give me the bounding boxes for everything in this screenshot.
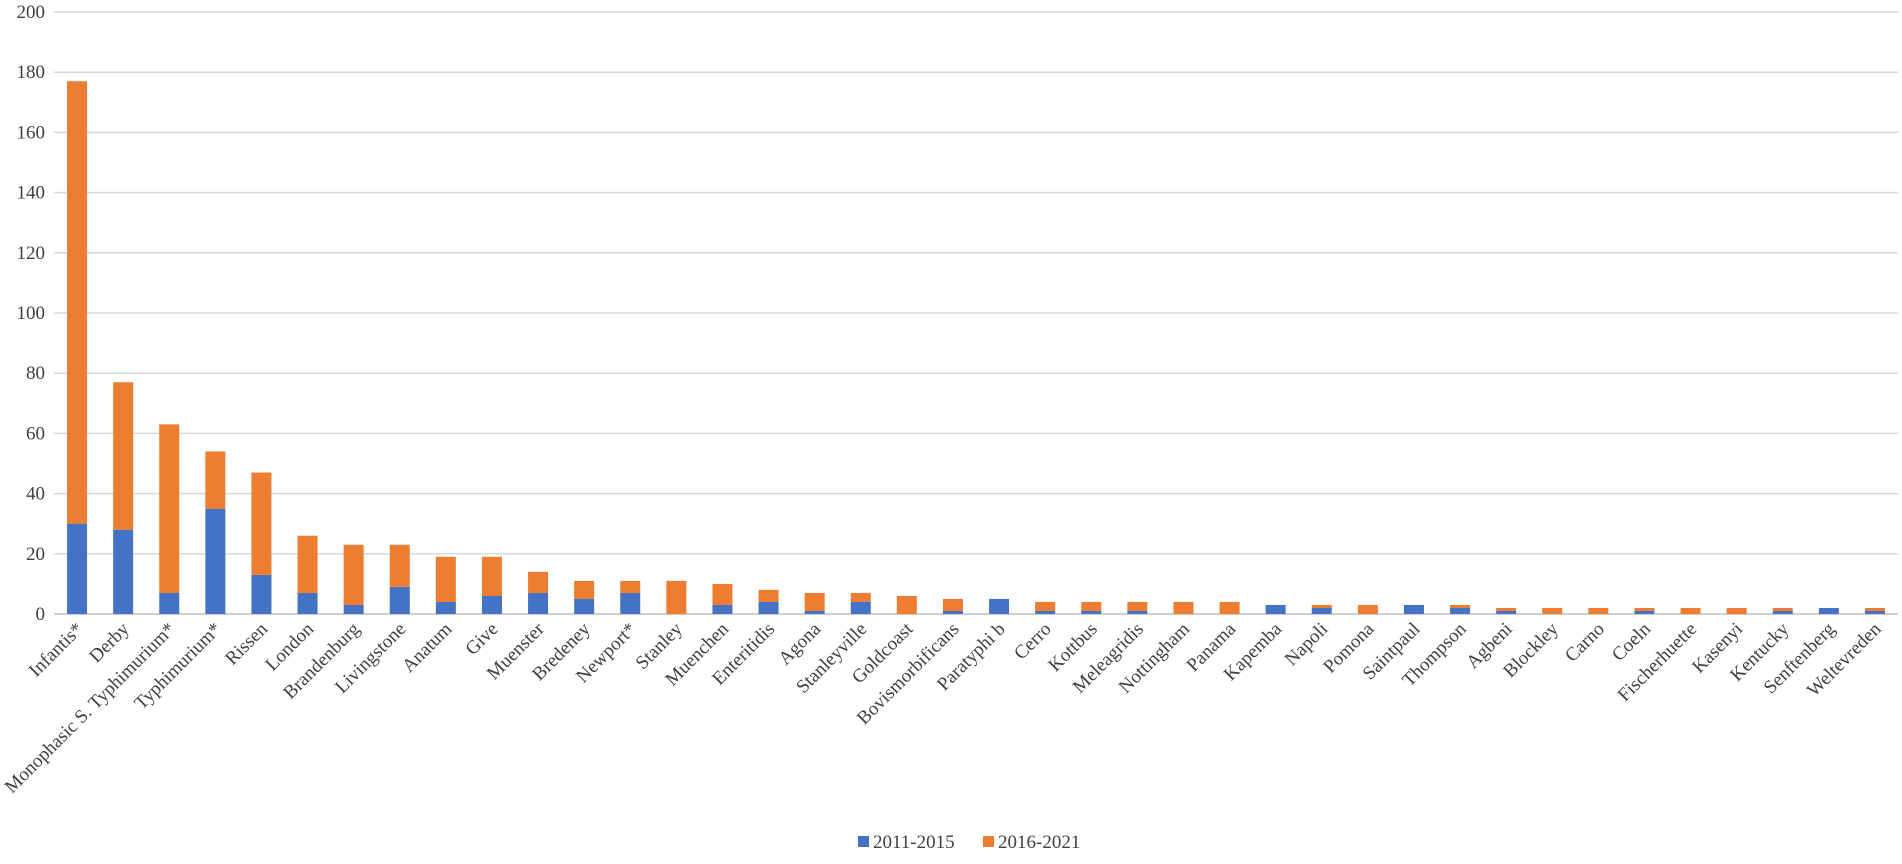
- bar-segment-series-2: [1864, 607, 1885, 611]
- bar-segment-series-2: [1542, 607, 1563, 614]
- bar-segment-series-2: [1219, 601, 1240, 614]
- bar-segment-series-2: [712, 583, 733, 605]
- category-label: Give: [462, 619, 503, 660]
- bar-segment-series-2: [1173, 601, 1194, 614]
- bar-segment-series-1: [620, 592, 641, 614]
- bar-segment-series-1: [1403, 604, 1424, 614]
- y-tick-label: 160: [17, 122, 46, 143]
- y-tick-label: 0: [36, 604, 46, 625]
- bar-segment-series-1: [481, 595, 502, 614]
- bar-segment-series-1: [67, 523, 88, 614]
- bar-segment-series-2: [1081, 601, 1102, 611]
- bar-segment-series-1: [1450, 607, 1471, 614]
- category-label: Carno: [1561, 619, 1609, 667]
- bar-segment-series-2: [804, 592, 825, 611]
- bar-segment-series-1: [1311, 607, 1332, 614]
- y-tick-label: 120: [17, 243, 46, 264]
- bar-segment-series-2: [1726, 607, 1747, 614]
- bar-segment-series-1: [159, 592, 180, 614]
- bar-segment-series-1: [574, 598, 595, 614]
- legend-swatch: [983, 836, 994, 847]
- category-label: Monophasic S. Typhimurium*: [1, 619, 180, 798]
- bar-segment-series-2: [1127, 601, 1148, 611]
- y-tick-label: 100: [17, 303, 46, 324]
- bar-segment-series-2: [389, 544, 410, 587]
- bar-segment-series-1: [758, 601, 779, 614]
- bar-segment-series-2: [1772, 607, 1793, 611]
- bar-segment-series-2: [528, 571, 549, 593]
- bar-segment-series-1: [1496, 610, 1517, 614]
- bar-segment-series-2: [435, 556, 456, 602]
- bar-segment-series-2: [1680, 607, 1701, 614]
- bar-segment-series-1: [1127, 610, 1148, 614]
- bar-segment-series-2: [1357, 604, 1378, 614]
- bar-segment-series-2: [1450, 604, 1471, 608]
- bar-segment-series-2: [113, 382, 134, 530]
- bar-segment-series-2: [1588, 607, 1609, 614]
- bar-segment-series-1: [389, 586, 410, 614]
- legend-label: 2011-2015: [873, 832, 955, 853]
- bar-segment-series-2: [666, 580, 687, 614]
- category-label: Anatum: [398, 619, 456, 677]
- legend-label: 2016-2021: [998, 832, 1080, 853]
- bar-segment-series-2: [896, 595, 917, 614]
- bar-segment-series-1: [712, 604, 733, 614]
- bar-segment-series-2: [205, 451, 226, 509]
- bar-segment-series-1: [1772, 610, 1793, 614]
- bar-segment-series-2: [1311, 604, 1332, 608]
- bar-segment-series-2: [620, 580, 641, 593]
- bar-segment-series-1: [1081, 610, 1102, 614]
- bars: [67, 81, 1885, 614]
- y-axis-ticks: 0 20 40 60 80 100 120 140 160 180 200: [17, 2, 46, 625]
- legend-swatch: [858, 836, 869, 847]
- bar-segment-series-2: [159, 424, 180, 593]
- bar-segment-series-1: [850, 601, 871, 614]
- y-tick-label: 80: [26, 363, 45, 384]
- y-tick-label: 140: [17, 183, 46, 204]
- bar-segment-series-1: [989, 598, 1010, 614]
- bar-segment-series-2: [942, 598, 963, 611]
- bar-segment-series-1: [205, 508, 226, 614]
- bar-segment-series-1: [251, 574, 272, 614]
- bar-segment-series-1: [113, 529, 134, 614]
- bar-segment-series-2: [758, 589, 779, 602]
- bar-segment-series-1: [435, 601, 456, 614]
- bar-segment-series-2: [297, 535, 318, 593]
- bar-segment-series-2: [850, 592, 871, 602]
- y-tick-label: 200: [17, 2, 46, 23]
- y-tick-label: 60: [26, 423, 45, 444]
- bar-segment-series-1: [343, 604, 364, 614]
- bar-segment-series-2: [1035, 601, 1056, 611]
- bar-segment-series-1: [1035, 610, 1056, 614]
- bar-segment-series-2: [1634, 607, 1655, 611]
- bar-segment-series-1: [1634, 610, 1655, 614]
- category-label: Infantis*: [25, 619, 88, 682]
- bar-segment-series-2: [343, 544, 364, 605]
- bar-segment-series-1: [297, 592, 318, 614]
- bar-segment-series-1: [1265, 604, 1286, 614]
- bar-segment-series-1: [1818, 607, 1839, 614]
- bar-segment-series-1: [942, 610, 963, 614]
- y-tick-label: 180: [17, 62, 46, 83]
- bar-segment-series-1: [528, 592, 549, 614]
- bar-segment-series-2: [67, 81, 88, 524]
- y-tick-label: 40: [26, 484, 45, 505]
- bar-segment-series-1: [1864, 610, 1885, 614]
- gridlines: [54, 11, 1898, 615]
- bar-segment-series-2: [1496, 607, 1517, 611]
- bar-segment-series-2: [574, 580, 595, 599]
- legend: 2011-2015 2016-2021: [858, 832, 1080, 853]
- bar-segment-series-2: [481, 556, 502, 596]
- bar-segment-series-1: [804, 610, 825, 614]
- y-tick-label: 20: [26, 544, 45, 565]
- bar-segment-series-2: [251, 472, 272, 575]
